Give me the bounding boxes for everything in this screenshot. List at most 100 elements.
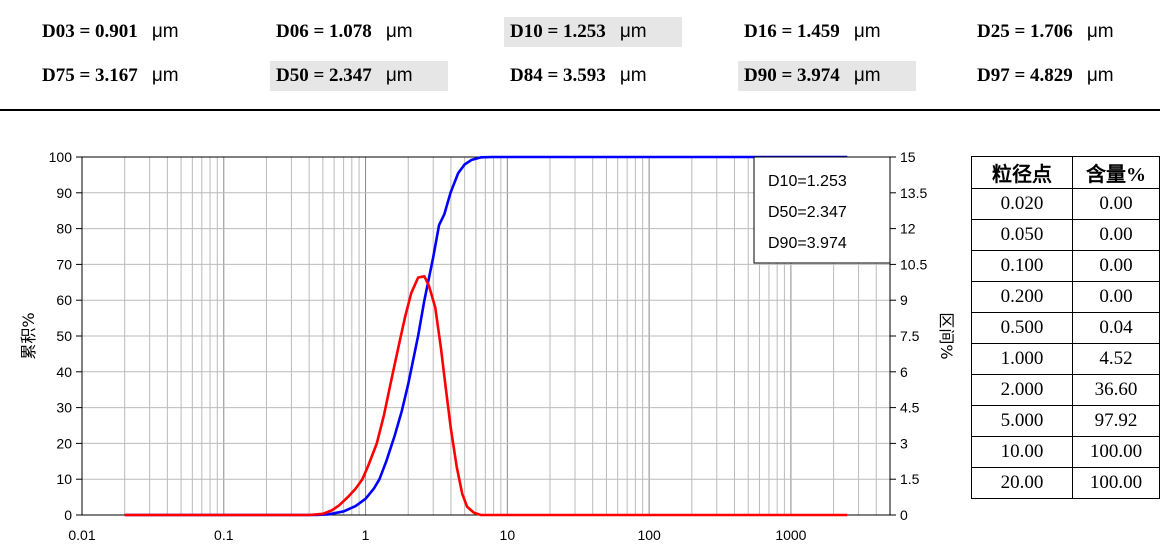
stat-unit: μm — [385, 21, 413, 42]
y2-tick-label: 4.5 — [900, 400, 920, 416]
table-row: 0.050 0.00 — [971, 219, 1160, 251]
size-point-cell: 0.100 — [971, 250, 1073, 282]
size-point-cell: 5.000 — [971, 405, 1073, 437]
content-cell: 100.00 — [1072, 467, 1160, 499]
x-tick-label: 1 — [362, 527, 370, 543]
table-row: 20.00 100.00 — [971, 467, 1160, 499]
cumulative-curve — [124, 155, 848, 517]
content-cell: 0.00 — [1072, 188, 1160, 220]
y-tick-label: 40 — [56, 364, 72, 380]
y2-tick-label: 1.5 — [900, 471, 920, 487]
stat-label: D25 = 1.706 — [977, 21, 1073, 42]
content-cell: 36.60 — [1072, 374, 1160, 406]
y2-tick-label: 7.5 — [900, 328, 920, 344]
y2-tick-label: 12 — [900, 221, 916, 237]
y-tick-label: 100 — [49, 149, 73, 165]
y2-tick-label: 0 — [900, 507, 908, 523]
content-cell: 0.00 — [1072, 281, 1160, 313]
x-tick-label: 0.1 — [214, 527, 234, 543]
stat-label: D90 = 3.974 — [744, 65, 840, 86]
content-cell: 0.00 — [1072, 219, 1160, 251]
y-tick-label: 10 — [56, 471, 72, 487]
stat-unit: μm — [151, 21, 179, 42]
table-row: 2.000 36.60 — [971, 374, 1160, 406]
y-tick-label: 80 — [56, 221, 72, 237]
size-point-cell: 0.500 — [971, 312, 1073, 344]
stat-unit: μm — [853, 21, 881, 42]
stat-unit: μm — [151, 65, 179, 86]
table-row: 1.000 4.52 — [971, 343, 1160, 375]
content-cell: 0.04 — [1072, 312, 1160, 344]
stat-d25: D25 = 1.706 μm — [971, 17, 1120, 47]
table-header-row: 粒径点 含量% — [971, 156, 1160, 189]
y-tick-label: 30 — [56, 400, 72, 416]
y2-tick-label: 10.5 — [900, 256, 927, 272]
size-point-cell: 1.000 — [971, 343, 1073, 375]
stat-label: D50 = 2.347 — [276, 65, 372, 86]
x-tick-label: 1000 — [775, 527, 806, 543]
size-point-cell: 0.050 — [971, 219, 1073, 251]
stat-unit: μm — [619, 21, 647, 42]
stat-d97: D97 = 4.829 μm — [971, 61, 1120, 91]
stat-d06: D06 = 1.078 μm — [270, 17, 419, 47]
stat-unit: μm — [385, 65, 413, 86]
table-row: 0.200 0.00 — [971, 281, 1160, 313]
x-tick-label: 100 — [637, 527, 661, 543]
stat-label: D10 = 1.253 — [510, 21, 606, 42]
stat-d03: D03 = 0.901 μm — [36, 17, 185, 47]
stat-unit: μm — [619, 65, 647, 86]
size-point-cell: 10.00 — [971, 436, 1073, 468]
stat-label: D06 = 1.078 — [276, 21, 372, 42]
stat-d50: D50 = 2.347 μm — [270, 61, 448, 91]
x-tick-label: 10 — [500, 527, 516, 543]
stat-unit: μm — [853, 65, 881, 86]
table-header: 粒径点 — [971, 156, 1073, 189]
table-row: 10.00 100.00 — [971, 436, 1160, 468]
size-content-table: 粒径点 含量% 0.020 0.00 0.050 0.00 0.100 0.00 0.200… — [971, 156, 1160, 499]
content-cell: 4.52 — [1072, 343, 1160, 375]
stat-label: D84 = 3.593 — [510, 65, 606, 86]
stat-d84: D84 = 3.593 μm — [504, 61, 653, 91]
table-row: 0.500 0.04 — [971, 312, 1160, 344]
table-body: 0.020 0.00 0.050 0.00 0.100 0.00 0.200 0.00 0.50… — [971, 188, 1160, 499]
y2-tick-label: 13.5 — [900, 185, 927, 201]
y2-axis-title: 区间% — [937, 312, 956, 359]
legend-entry: D10=1.253 — [768, 173, 847, 190]
legend-entry: D90=3.974 — [768, 235, 847, 252]
stat-label: D16 = 1.459 — [744, 21, 840, 42]
x-tick-label: 0.01 — [68, 527, 95, 543]
legend-box — [753, 156, 891, 264]
table-header: 含量% — [1072, 156, 1160, 189]
stat-d75: D75 = 3.167 μm — [36, 61, 185, 91]
y2-tick-label: 3 — [900, 435, 908, 451]
stat-d16: D16 = 1.459 μm — [738, 17, 887, 47]
table-row: 0.100 0.00 — [971, 250, 1160, 282]
stat-unit: μm — [1086, 65, 1114, 86]
size-point-cell: 0.020 — [971, 188, 1073, 220]
table-row: 0.020 0.00 — [971, 188, 1160, 220]
stat-unit: μm — [1086, 21, 1114, 42]
distribution-chart: 010203040506070809010001.534.567.5910.51… — [19, 149, 956, 543]
y-tick-label: 50 — [56, 328, 72, 344]
y2-tick-label: 6 — [900, 364, 908, 380]
differential-curve — [124, 275, 848, 517]
y-tick-label: 20 — [56, 435, 72, 451]
y2-tick-label: 15 — [900, 149, 916, 165]
stat-d10: D10 = 1.253 μm — [504, 17, 682, 47]
stat-label: D75 = 3.167 — [42, 65, 138, 86]
size-point-cell: 2.000 — [971, 374, 1073, 406]
y-axis-title: 累积% — [19, 312, 38, 359]
content-cell: 0.00 — [1072, 250, 1160, 282]
y-tick-label: 0 — [64, 507, 72, 523]
size-point-cell: 20.00 — [971, 467, 1073, 499]
stat-label: D97 = 4.829 — [977, 65, 1073, 86]
stat-label: D03 = 0.901 — [42, 21, 138, 42]
y-tick-label: 90 — [56, 185, 72, 201]
legend-entry: D50=2.347 — [768, 204, 847, 221]
table-row: 5.000 97.92 — [971, 405, 1160, 437]
y-tick-label: 60 — [56, 292, 72, 308]
y2-tick-label: 9 — [900, 292, 908, 308]
divider — [0, 109, 1160, 111]
stat-d90: D90 = 3.974 μm — [738, 61, 916, 91]
content-cell: 97.92 — [1072, 405, 1160, 437]
